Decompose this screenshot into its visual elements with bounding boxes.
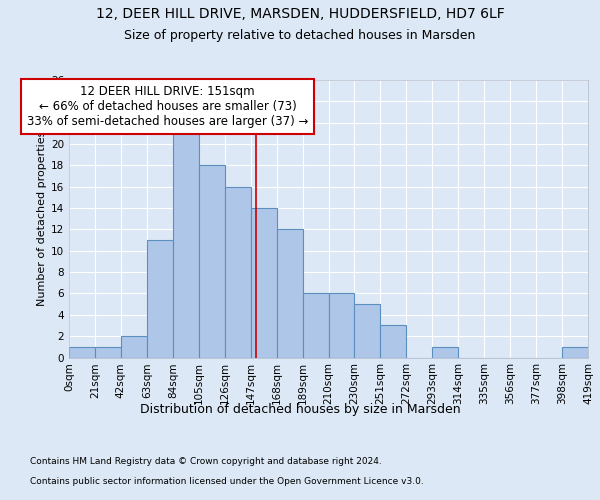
Text: 12 DEER HILL DRIVE: 151sqm
← 66% of detached houses are smaller (73)
33% of semi: 12 DEER HILL DRIVE: 151sqm ← 66% of deta…: [27, 86, 308, 128]
Text: Contains public sector information licensed under the Open Government Licence v3: Contains public sector information licen…: [30, 478, 424, 486]
Y-axis label: Number of detached properties: Number of detached properties: [37, 131, 47, 306]
Bar: [251, 208, 277, 358]
Text: Contains HM Land Registry data © Crown copyright and database right 2024.: Contains HM Land Registry data © Crown c…: [30, 458, 382, 466]
Bar: [329, 294, 355, 358]
Bar: [302, 294, 329, 358]
Bar: [69, 347, 95, 358]
Text: Size of property relative to detached houses in Marsden: Size of property relative to detached ho…: [124, 29, 476, 42]
Bar: [225, 186, 251, 358]
Bar: [95, 347, 121, 358]
Bar: [147, 240, 173, 358]
Text: 12, DEER HILL DRIVE, MARSDEN, HUDDERSFIELD, HD7 6LF: 12, DEER HILL DRIVE, MARSDEN, HUDDERSFIE…: [95, 8, 505, 22]
Bar: [562, 347, 588, 358]
Bar: [277, 230, 302, 358]
Bar: [433, 347, 458, 358]
Bar: [121, 336, 147, 357]
Bar: [380, 326, 406, 358]
Bar: [199, 166, 224, 358]
Text: Distribution of detached houses by size in Marsden: Distribution of detached houses by size …: [140, 402, 460, 415]
Bar: [173, 134, 199, 358]
Bar: [355, 304, 380, 358]
